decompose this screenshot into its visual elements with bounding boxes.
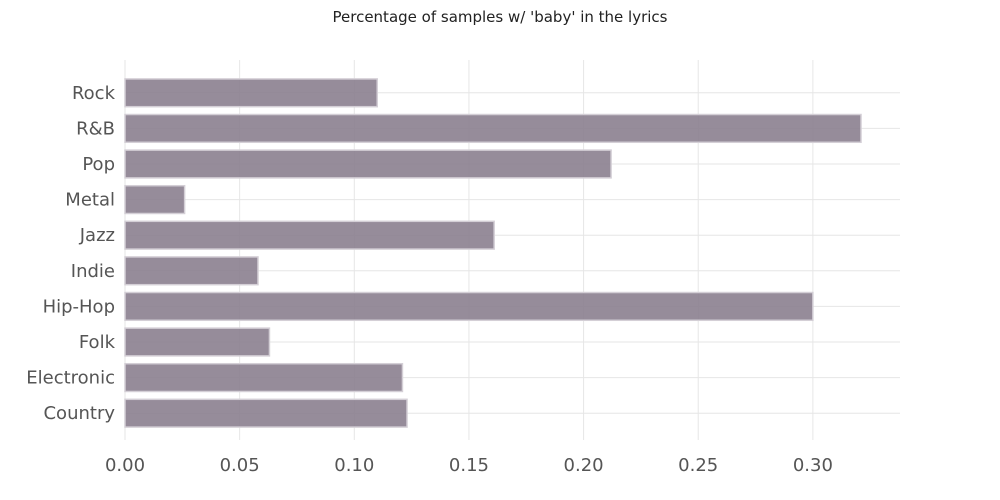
y-tick-label: Hip-Hop <box>43 296 115 317</box>
bar <box>124 149 612 179</box>
bar <box>124 362 404 393</box>
bar <box>124 291 814 322</box>
bar <box>124 398 408 428</box>
bar <box>124 78 378 108</box>
y-tick-label: Rock <box>72 83 116 104</box>
y-tick-label: R&B <box>76 118 115 139</box>
x-tick-label: 0.30 <box>793 455 833 476</box>
y-tick-label: Electronic <box>26 368 115 389</box>
bar <box>124 220 495 250</box>
y-tick-labels: Rock R&B Pop Metal Jazz Indie Hip-Hop Folk Elect… <box>26 83 115 424</box>
y-tick-label: Indie <box>71 261 115 282</box>
x-tick-labels: 0.00 0.05 0.10 0.15 0.20 0.25 0.30 <box>105 455 833 476</box>
y-tick-label: Jazz <box>79 225 115 246</box>
x-tick-label: 0.10 <box>334 455 374 476</box>
bar <box>124 256 259 286</box>
x-tick-label: 0.00 <box>105 455 145 476</box>
bar <box>124 113 862 144</box>
x-tick-label: 0.20 <box>564 455 604 476</box>
y-tick-label: Pop <box>82 154 115 175</box>
bar <box>124 327 271 357</box>
y-tick-label: Folk <box>79 332 116 353</box>
bar <box>124 184 186 215</box>
x-tick-label: 0.25 <box>678 455 718 476</box>
y-tick-label: Metal <box>65 190 115 211</box>
x-tick-label: 0.05 <box>220 455 260 476</box>
x-tick-label: 0.15 <box>449 455 489 476</box>
y-tick-label: Country <box>43 403 115 424</box>
bars-layer <box>124 78 862 428</box>
chart-title: Percentage of samples w/ 'baby' in the l… <box>332 8 668 26</box>
